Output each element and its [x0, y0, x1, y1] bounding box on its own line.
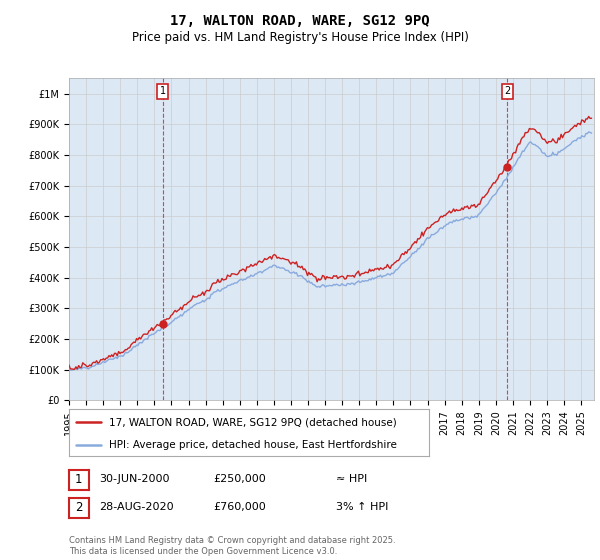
Text: 1: 1	[160, 86, 166, 96]
Text: 1: 1	[75, 473, 83, 487]
Text: 30-JUN-2000: 30-JUN-2000	[99, 474, 170, 484]
Text: Contains HM Land Registry data © Crown copyright and database right 2025.
This d: Contains HM Land Registry data © Crown c…	[69, 536, 395, 556]
Text: 2: 2	[75, 501, 83, 515]
Text: £760,000: £760,000	[213, 502, 266, 512]
Text: 3% ↑ HPI: 3% ↑ HPI	[336, 502, 388, 512]
Text: Price paid vs. HM Land Registry's House Price Index (HPI): Price paid vs. HM Land Registry's House …	[131, 31, 469, 44]
Text: 17, WALTON ROAD, WARE, SG12 9PQ: 17, WALTON ROAD, WARE, SG12 9PQ	[170, 14, 430, 28]
Text: ≈ HPI: ≈ HPI	[336, 474, 367, 484]
Text: £250,000: £250,000	[213, 474, 266, 484]
Text: 2: 2	[504, 86, 510, 96]
Text: HPI: Average price, detached house, East Hertfordshire: HPI: Average price, detached house, East…	[109, 440, 397, 450]
Text: 17, WALTON ROAD, WARE, SG12 9PQ (detached house): 17, WALTON ROAD, WARE, SG12 9PQ (detache…	[109, 417, 397, 427]
Text: 28-AUG-2020: 28-AUG-2020	[99, 502, 173, 512]
